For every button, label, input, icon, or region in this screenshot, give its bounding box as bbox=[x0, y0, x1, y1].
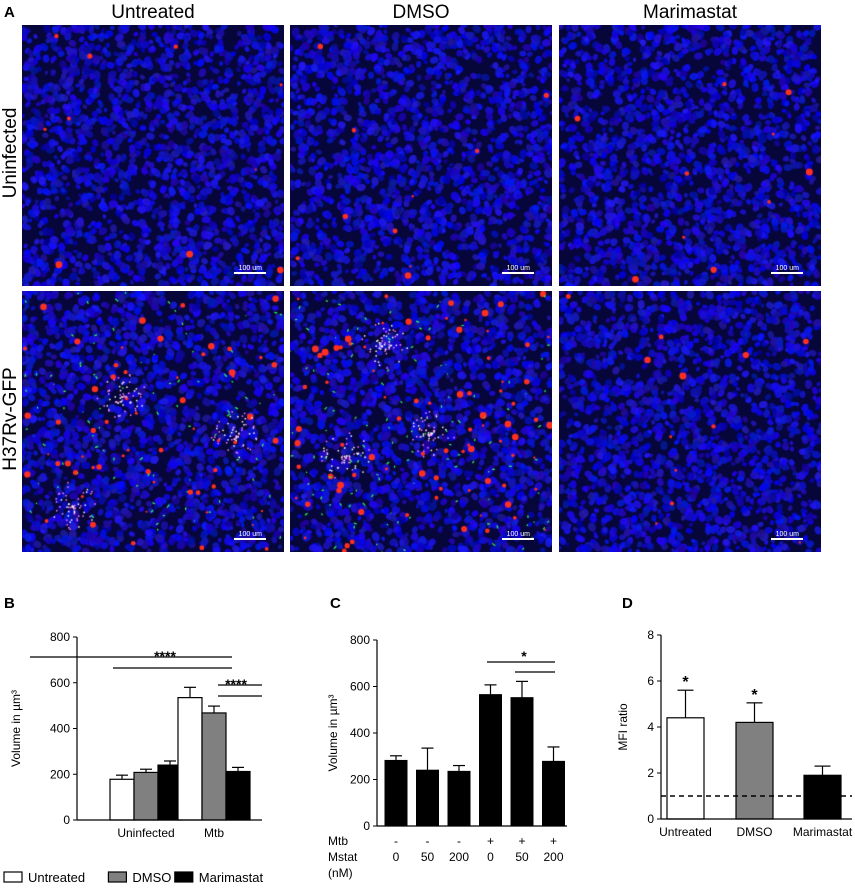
row-header-h37rv-gfp: H37Rv-GFP bbox=[0, 367, 21, 471]
mtb-value: + bbox=[487, 834, 494, 848]
column-header-untreated: Untreated bbox=[111, 2, 195, 23]
scale-bar-label: 100 um bbox=[238, 531, 262, 538]
mtb-value: - bbox=[457, 834, 461, 848]
legend-swatch-marimastat bbox=[174, 871, 194, 883]
panel-letter-c: C bbox=[330, 595, 341, 612]
mtb-value: - bbox=[426, 834, 430, 848]
row-header-uninfected: Uninfected bbox=[0, 107, 21, 199]
y-tick-label: 0 bbox=[63, 813, 70, 827]
y-axis-label: Volume in µm³ bbox=[326, 695, 340, 772]
y-tick-label: 200 bbox=[50, 767, 70, 781]
scale-bar-label: 100 um bbox=[775, 265, 799, 272]
bar-marimastat bbox=[803, 774, 842, 820]
panel-letter-b: B bbox=[4, 595, 15, 612]
scale-bar bbox=[771, 538, 803, 540]
x-tick-label: Uninfected bbox=[117, 826, 174, 840]
bar bbox=[542, 760, 565, 827]
legend-label-untreated: Untreated bbox=[28, 870, 85, 885]
y-tick-label: 4 bbox=[647, 720, 654, 734]
scale-bar bbox=[234, 272, 266, 274]
row-label-unit: (nM) bbox=[328, 866, 353, 880]
column-header-marimastat: Marimastat bbox=[643, 2, 737, 23]
column-header-dmso: DMSO bbox=[392, 2, 450, 23]
significance-mark: * bbox=[682, 674, 689, 691]
bar bbox=[384, 759, 408, 827]
bar-untreated bbox=[109, 778, 135, 821]
scale-bar-label: 100 um bbox=[775, 531, 799, 538]
legend-swatch-dmso bbox=[107, 871, 128, 883]
chart-d: 0 2 4 6 8 MFI ratio * Untreated * DMSO Marimastat bbox=[616, 628, 853, 839]
bar-dmso bbox=[735, 721, 774, 820]
legend-label-marimastat: Marimastat bbox=[199, 870, 264, 885]
micrograph-infected-marimastat: 100 um bbox=[559, 291, 821, 552]
mstat-value: 50 bbox=[421, 850, 435, 864]
bar bbox=[416, 769, 439, 827]
bar-untreated bbox=[177, 697, 203, 821]
scale-bar bbox=[771, 272, 803, 274]
mstat-value: 50 bbox=[515, 850, 529, 864]
y-tick-label: 600 bbox=[50, 676, 70, 690]
significance-mark: * bbox=[751, 687, 758, 704]
chart-b: 0 200 400 600 800 Volume in µm³ Uninfected Mtb *… bbox=[3, 630, 264, 885]
chart-c: 0 200 400 600 800 Volume in µm³ Mtb Mstat (nM) - -… bbox=[326, 633, 567, 880]
y-tick-label: 0 bbox=[363, 819, 370, 833]
legend-swatch-untreated bbox=[3, 871, 23, 883]
row-label-mtb: Mtb bbox=[328, 834, 348, 848]
mstat-value: 200 bbox=[543, 850, 563, 864]
bar-dmso bbox=[133, 771, 159, 821]
micrograph-infected-untreated: 100 um bbox=[22, 291, 284, 552]
bar-untreated bbox=[666, 717, 705, 820]
bar bbox=[510, 697, 534, 827]
y-axis-label: Volume in µm³ bbox=[9, 690, 23, 767]
scale-bar bbox=[502, 538, 534, 540]
y-tick-label: 200 bbox=[350, 773, 370, 787]
mtb-value: + bbox=[550, 834, 557, 848]
mstat-value: 200 bbox=[449, 850, 469, 864]
mstat-value: 0 bbox=[393, 850, 400, 864]
y-tick-label: 8 bbox=[647, 628, 654, 642]
micrograph-infected-dmso: 100 um bbox=[290, 291, 552, 552]
y-tick-label: 6 bbox=[647, 674, 654, 688]
bar-dmso bbox=[201, 712, 227, 821]
significance-mark: **** bbox=[154, 648, 176, 664]
panel-letter-d: D bbox=[622, 595, 633, 612]
x-tick-label: Untreated bbox=[659, 825, 712, 839]
scale-bar-label: 100 um bbox=[238, 265, 262, 272]
mtb-value: - bbox=[394, 834, 398, 848]
y-tick-label: 800 bbox=[50, 630, 70, 644]
y-tick-label: 2 bbox=[647, 766, 654, 780]
mstat-value: 0 bbox=[487, 850, 494, 864]
y-tick-label: 400 bbox=[350, 726, 370, 740]
row-label-mstat: Mstat bbox=[328, 850, 358, 864]
mtb-value: + bbox=[518, 834, 525, 848]
x-tick-label: Mtb bbox=[204, 826, 224, 840]
scale-bar-label: 100 um bbox=[506, 531, 530, 538]
y-tick-label: 600 bbox=[350, 680, 370, 694]
bar-marimastat bbox=[225, 770, 251, 821]
x-tick-label: Marimastat bbox=[793, 825, 853, 839]
y-tick-label: 400 bbox=[50, 722, 70, 736]
bar bbox=[447, 770, 471, 827]
micrograph-uninfected-marimastat: 100 um bbox=[559, 25, 821, 286]
y-tick-label: 0 bbox=[647, 812, 654, 826]
significance-mark: * bbox=[521, 648, 527, 664]
bar bbox=[479, 694, 502, 827]
y-axis-label: MFI ratio bbox=[616, 703, 630, 751]
significance-mark: **** bbox=[225, 676, 247, 692]
panel-letter-a: A bbox=[4, 4, 15, 21]
y-tick-label: 800 bbox=[350, 633, 370, 647]
scale-bar bbox=[234, 538, 266, 540]
scale-bar-label: 100 um bbox=[506, 265, 530, 272]
legend-label-dmso: DMSO bbox=[132, 870, 171, 885]
micrograph-uninfected-dmso: 100 um bbox=[290, 25, 552, 286]
scale-bar bbox=[502, 272, 534, 274]
micrograph-uninfected-untreated: 100 um bbox=[22, 25, 284, 286]
x-tick-label: DMSO bbox=[737, 825, 773, 839]
